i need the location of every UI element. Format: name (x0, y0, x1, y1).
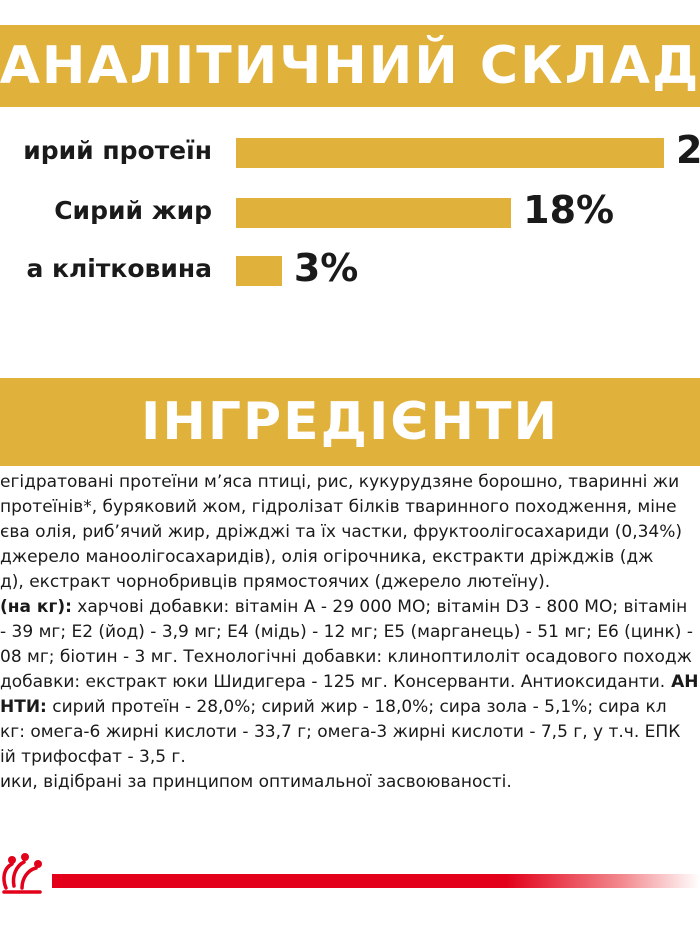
footer-stripe (52, 874, 700, 888)
ingredient-line: егідратовані протеїни м’яса птиці, рис, … (0, 471, 679, 493)
ingredient-line: єва олія, риб’ячий жир, дріжджі та їх ча… (0, 521, 682, 543)
analysis-title: АНАЛІТИЧНИЙ СКЛАД (0, 36, 700, 96)
ingredient-line: (на кг): харчові добавки: вітамін A - 29… (0, 596, 687, 618)
ingredient-line-text: д), екстракт чорнобривців прямостоячих (… (0, 572, 551, 592)
ingredient-line-text: ій трифосфат - 3,5 г. (0, 747, 186, 767)
bar-label: Сирий жир (54, 196, 212, 225)
ingredient-line-text: - 39 мг; E2 (йод) - 3,9 мг; E4 (мідь) - … (0, 622, 693, 642)
ingredient-line-text: протеїнів*, буряковий жом, гідролізат бі… (0, 497, 677, 517)
ingredients-text: егідратовані протеїни м’яса птиці, рис, … (0, 471, 700, 831)
ingredient-line: ій трифосфат - 3,5 г. (0, 746, 186, 768)
ingredient-line-text: ики, відібрані за принципом оптимальної … (0, 772, 512, 792)
ingredient-line-text: кг: омега-6 жирні кислоти - 33,7 г; омег… (0, 722, 681, 742)
ingredient-line-text: добавки: екстракт юки Шидигера - 125 мг.… (0, 672, 666, 692)
ingredient-line-text: джерело маноолігосахаридів), олія огіроч… (0, 547, 654, 567)
ingredient-line-text: єва олія, риб’ячий жир, дріжджі та їх ча… (0, 522, 683, 542)
bar-label: ирий протеїн (23, 136, 212, 165)
ingredient-line-bold: (на кг): (0, 597, 72, 617)
ingredient-line: 08 мг; біотин - 3 мг. Технологічні добав… (0, 646, 692, 668)
bar (236, 138, 664, 168)
footer (0, 848, 700, 898)
ingredient-line: ики, відібрані за принципом оптимальної … (0, 771, 512, 793)
bar-value-label: 3% (293, 246, 359, 290)
nutrition-bar-chart: ирий протеїн 2 Сирий жир 18% а клітковина 3% (0, 120, 700, 310)
crown-icon (2, 853, 42, 894)
ingredient-line-bold: АН (665, 672, 699, 692)
ingredient-line: кг: омега-6 жирні кислоти - 33,7 г; омег… (0, 721, 680, 743)
bar (236, 256, 282, 286)
analysis-banner: АНАЛІТИЧНИЙ СКЛАД (0, 25, 700, 107)
bar (236, 198, 512, 228)
ingredient-line-text: егідратовані протеїни м’яса птиці, рис, … (0, 472, 680, 492)
ingredient-line-text: сирий протеїн - 28,0%; сирий жир - 18,0%… (46, 697, 667, 717)
ingredient-line-text: харчові добавки: вітамін A - 29 000 МО; … (71, 597, 688, 617)
ingredient-line: д), екстракт чорнобривців прямостоячих (… (0, 571, 550, 593)
bar-value-label: 18% (523, 188, 615, 232)
ingredient-line: - 39 мг; E2 (йод) - 3,9 мг; E4 (мідь) - … (0, 621, 693, 643)
ingredient-line: НТИ: сирий протеїн - 28,0%; сирий жир - … (0, 696, 667, 718)
bar-label: а клітковина (26, 254, 212, 283)
ingredient-line: джерело маноолігосахаридів), олія огіроч… (0, 546, 653, 568)
ingredient-line-text: 08 мг; біотин - 3 мг. Технологічні добав… (0, 647, 692, 667)
ingredient-line: протеїнів*, буряковий жом, гідролізат бі… (0, 496, 677, 518)
bar-value-label: 2 (676, 128, 700, 172)
ingredient-line-bold: НТИ: (0, 697, 47, 717)
ingredients-title: ІНГРЕДІЄНТИ (141, 392, 559, 452)
ingredients-banner: ІНГРЕДІЄНТИ (0, 378, 700, 466)
ingredient-line: добавки: екстракт юки Шидигера - 125 мг.… (0, 671, 699, 693)
